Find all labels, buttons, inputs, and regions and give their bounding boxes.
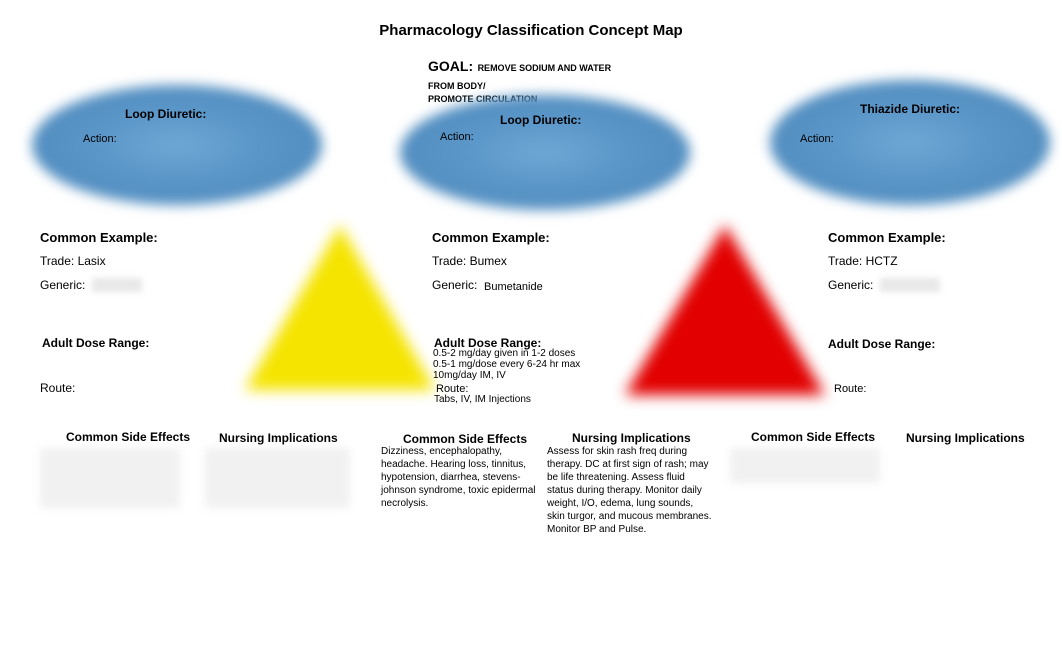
col1-side-effects-heading: Common Side Effects — [66, 430, 190, 444]
col3-side-effects-blur — [730, 448, 880, 483]
col3-route-label: Route: — [834, 383, 866, 395]
ellipse1-title: Loop Diuretic: — [125, 107, 206, 121]
col3-nursing-heading: Nursing Implications — [906, 431, 1025, 445]
col2-route-value: Tabs, IV, IM Injections — [434, 394, 531, 406]
col1-trade: Trade: Lasix — [40, 254, 106, 268]
col1-generic-blur — [92, 278, 142, 292]
col2-common-example: Common Example: — [432, 230, 550, 245]
goal-label: GOAL: — [428, 58, 473, 74]
col3-side-effects-heading: Common Side Effects — [751, 430, 875, 444]
ellipse1-action: Action: — [83, 133, 117, 145]
ellipse2-action: Action: — [440, 131, 474, 143]
col3-generic-blur — [880, 278, 940, 292]
col3-trade: Trade: HCTZ — [828, 254, 898, 268]
col2-side-effects-heading: Common Side Effects — [403, 432, 527, 446]
col2-dose-line3: 10mg/day IM, IV — [433, 370, 506, 382]
ellipse3-title: Thiazide Diuretic: — [860, 102, 960, 116]
warning-triangle-red — [625, 225, 825, 395]
col1-nursing-blur — [205, 448, 350, 508]
page-title: Pharmacology Classification Concept Map — [379, 22, 682, 39]
col3-adult-dose: Adult Dose Range: — [828, 337, 935, 351]
ellipse-loop-1 — [32, 85, 322, 205]
col1-side-effects-blur — [40, 448, 180, 508]
col2-generic-value: Bumetanide — [484, 281, 543, 293]
col1-common-example: Common Example: — [40, 230, 158, 245]
col1-generic-label: Generic: — [40, 278, 85, 292]
col2-generic-label: Generic: — [432, 278, 477, 292]
col1-adult-dose: Adult Dose Range: — [42, 336, 149, 350]
col2-trade: Trade: Bumex — [432, 254, 507, 268]
ellipse3-action: Action: — [800, 133, 834, 145]
warning-triangle-yellow — [245, 225, 435, 390]
col2-side-effects-text: Dizziness, encephalopathy, headache. Hea… — [381, 445, 541, 510]
col3-common-example: Common Example: — [828, 230, 946, 245]
col1-nursing-heading: Nursing Implications — [219, 431, 338, 445]
col1-route-label: Route: — [40, 381, 75, 395]
col2-nursing-heading: Nursing Implications — [572, 431, 691, 445]
col2-nursing-text: Assess for skin rash freq during therapy… — [547, 445, 712, 536]
col3-generic-label: Generic: — [828, 278, 873, 292]
ellipse2-title: Loop Diuretic: — [500, 113, 581, 127]
